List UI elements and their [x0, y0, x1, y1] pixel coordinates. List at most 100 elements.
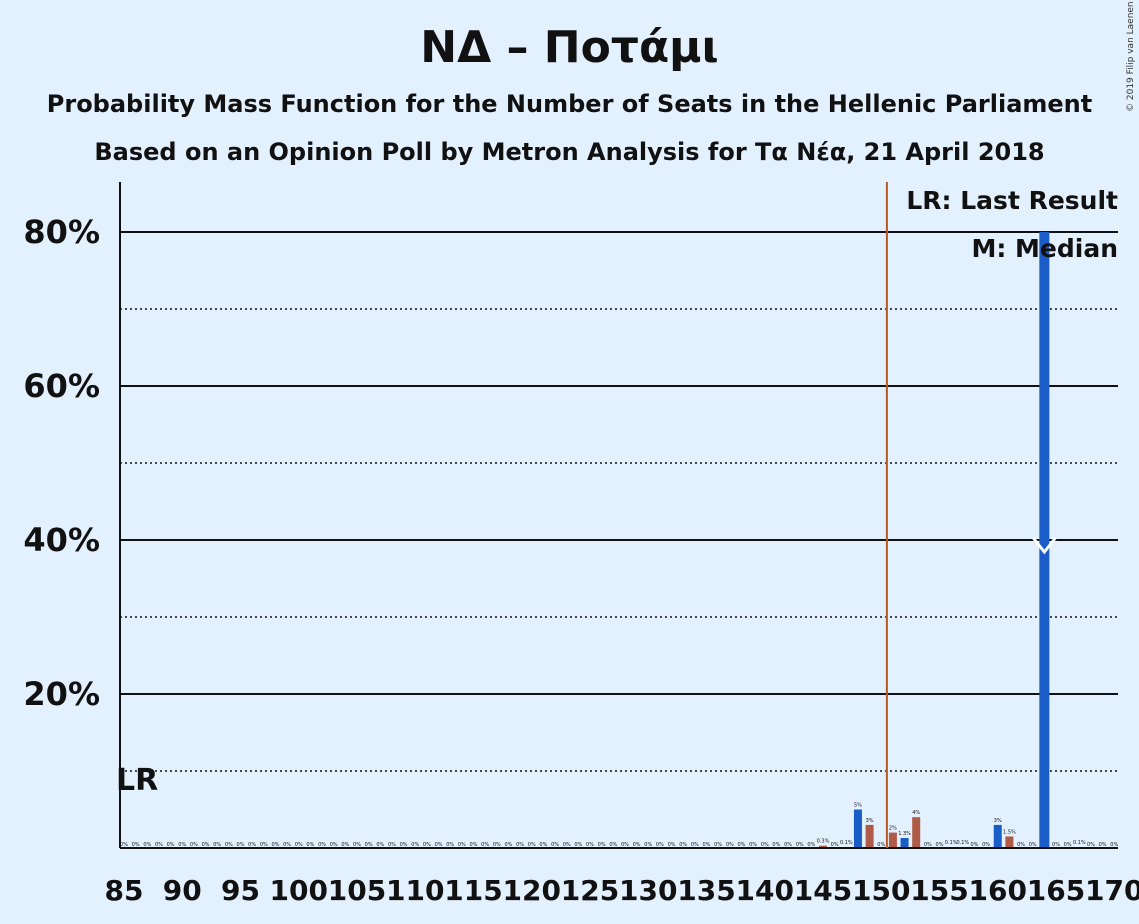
data-label-zero: 0%: [1052, 842, 1060, 848]
data-label: 0.1%: [840, 840, 853, 846]
data-label-zero: 0%: [970, 842, 978, 848]
data-label-zero: 0%: [598, 842, 606, 848]
data-label-zero: 0%: [388, 842, 396, 848]
x-tick-label: 170: [1085, 874, 1139, 907]
data-label-zero: 0%: [784, 842, 792, 848]
data-label: 2%: [889, 826, 897, 832]
data-label-zero: 0%: [248, 842, 256, 848]
data-label: 0.1%: [956, 840, 969, 846]
data-label: 3%: [994, 818, 1002, 824]
data-label: 1.3%: [898, 831, 911, 837]
data-label-zero: 0%: [435, 842, 443, 848]
data-label-zero: 0%: [726, 842, 734, 848]
bar-seat-160: [993, 824, 1002, 848]
data-label-zero: 0%: [446, 842, 454, 848]
data-label-zero: 0%: [132, 842, 140, 848]
y-tick-label: 80%: [23, 213, 100, 251]
data-label-zero: 0%: [1099, 842, 1107, 848]
data-labels: 0% 0% 0% 0% 0% 0% 0% 0% 0% 0% 0% 0% 0% 0% 0% 0% 0% 0% 0% 0%…: [120, 537, 1118, 848]
data-label-zero: 0%: [178, 842, 186, 848]
data-label-zero: 0%: [982, 842, 990, 848]
data-label-zero: 0%: [679, 842, 687, 848]
data-label-zero: 0%: [271, 842, 279, 848]
data-label-zero: 0%: [574, 842, 582, 848]
x-tick-label: 110: [386, 874, 444, 907]
data-label-zero: 0%: [120, 842, 128, 848]
data-label-zero: 0%: [330, 842, 338, 848]
x-tick-label: 165: [1027, 874, 1085, 907]
bar-seat-152: [900, 837, 909, 848]
data-label-zero: 0%: [772, 842, 780, 848]
bar-seat-151: [888, 832, 897, 848]
x-tick-label: 105: [328, 874, 386, 907]
data-label-zero: 0%: [703, 842, 711, 848]
data-label-zero: 0%: [877, 842, 885, 848]
data-label-zero: 0%: [376, 842, 384, 848]
data-label-zero: 0%: [1017, 842, 1025, 848]
x-tick-label: 150: [852, 874, 910, 907]
axes: 85 90 95 100 105 110 115 120 125 130 135 140 145 150 1…: [105, 182, 1139, 907]
data-label-zero: 0%: [341, 842, 349, 848]
data-label-zero: 0%: [924, 842, 932, 848]
chart-subtitle-poll: Based on an Opinion Poll by Metron Analy…: [94, 138, 1045, 166]
data-label-zero: 0%: [633, 842, 641, 848]
data-label-zero: 0%: [481, 842, 489, 848]
bar-seat-149: [865, 824, 874, 848]
chart-subtitle: Probability Mass Function for the Number…: [46, 90, 1093, 118]
data-label-zero: 0%: [528, 842, 536, 848]
median-marker: [1032, 537, 1057, 555]
data-label-zero: 0%: [237, 842, 245, 848]
data-label-zero: 0%: [936, 842, 944, 848]
bar-seat-153: [912, 817, 921, 848]
data-label-zero: 0%: [504, 842, 512, 848]
data-label-zero: 0%: [458, 842, 466, 848]
data-label-zero: 0%: [295, 842, 303, 848]
data-label-zero: 0%: [225, 842, 233, 848]
data-label-zero: 0%: [353, 842, 361, 848]
data-label: 3%: [866, 818, 874, 824]
data-label-zero: 0%: [306, 842, 314, 848]
data-label-zero: 0%: [831, 842, 839, 848]
data-label-zero: 0%: [213, 842, 221, 848]
bar-seat-145: [819, 845, 827, 848]
data-label-zero: 0%: [668, 842, 676, 848]
x-tick-label: 160: [969, 874, 1027, 907]
legend-last-result: LR: Last Result: [906, 186, 1118, 215]
data-label: 5%: [854, 803, 862, 809]
x-tick-label: 125: [561, 874, 619, 907]
data-label-zero: 0%: [749, 842, 757, 848]
data-label-zero: 0%: [260, 842, 268, 848]
data-label-zero: 0%: [691, 842, 699, 848]
legend-median: M: Median: [971, 234, 1118, 263]
y-tick-label: 40%: [23, 521, 100, 559]
data-label-zero: 0%: [586, 842, 594, 848]
data-label-zero: 0%: [516, 842, 524, 848]
data-label-zero: 0%: [167, 842, 175, 848]
y-tick-label: 60%: [23, 367, 100, 405]
x-tick-label: 140: [736, 874, 794, 907]
x-tick-label: 90: [163, 874, 202, 907]
data-label: 4%: [912, 810, 920, 816]
y-tick-label: 20%: [23, 675, 100, 713]
data-label-zero: 0%: [470, 842, 478, 848]
x-tick-label: 120: [503, 874, 561, 907]
data-label-zero: 0%: [411, 842, 419, 848]
data-label-zero: 0%: [423, 842, 431, 848]
data-label-zero: 0%: [143, 842, 151, 848]
data-label-zero: 0%: [493, 842, 501, 848]
data-label-zero: 0%: [621, 842, 629, 848]
data-label-zero: 0%: [539, 842, 547, 848]
data-label: 0.3%: [817, 839, 830, 845]
x-tick-label: 100: [270, 874, 328, 907]
x-tick-label: 95: [221, 874, 260, 907]
x-tick-label: 155: [910, 874, 968, 907]
x-tick-label: 130: [619, 874, 677, 907]
data-label-zero: 0%: [563, 842, 571, 848]
data-label-zero: 0%: [1110, 842, 1118, 848]
x-tick-label: 115: [444, 874, 502, 907]
data-label: 1.5%: [1003, 829, 1016, 835]
x-tick-label: 85: [105, 874, 144, 907]
data-label-zero: 0%: [155, 842, 163, 848]
data-label-zero: 0%: [761, 842, 769, 848]
data-label: 0.1%: [945, 840, 958, 846]
